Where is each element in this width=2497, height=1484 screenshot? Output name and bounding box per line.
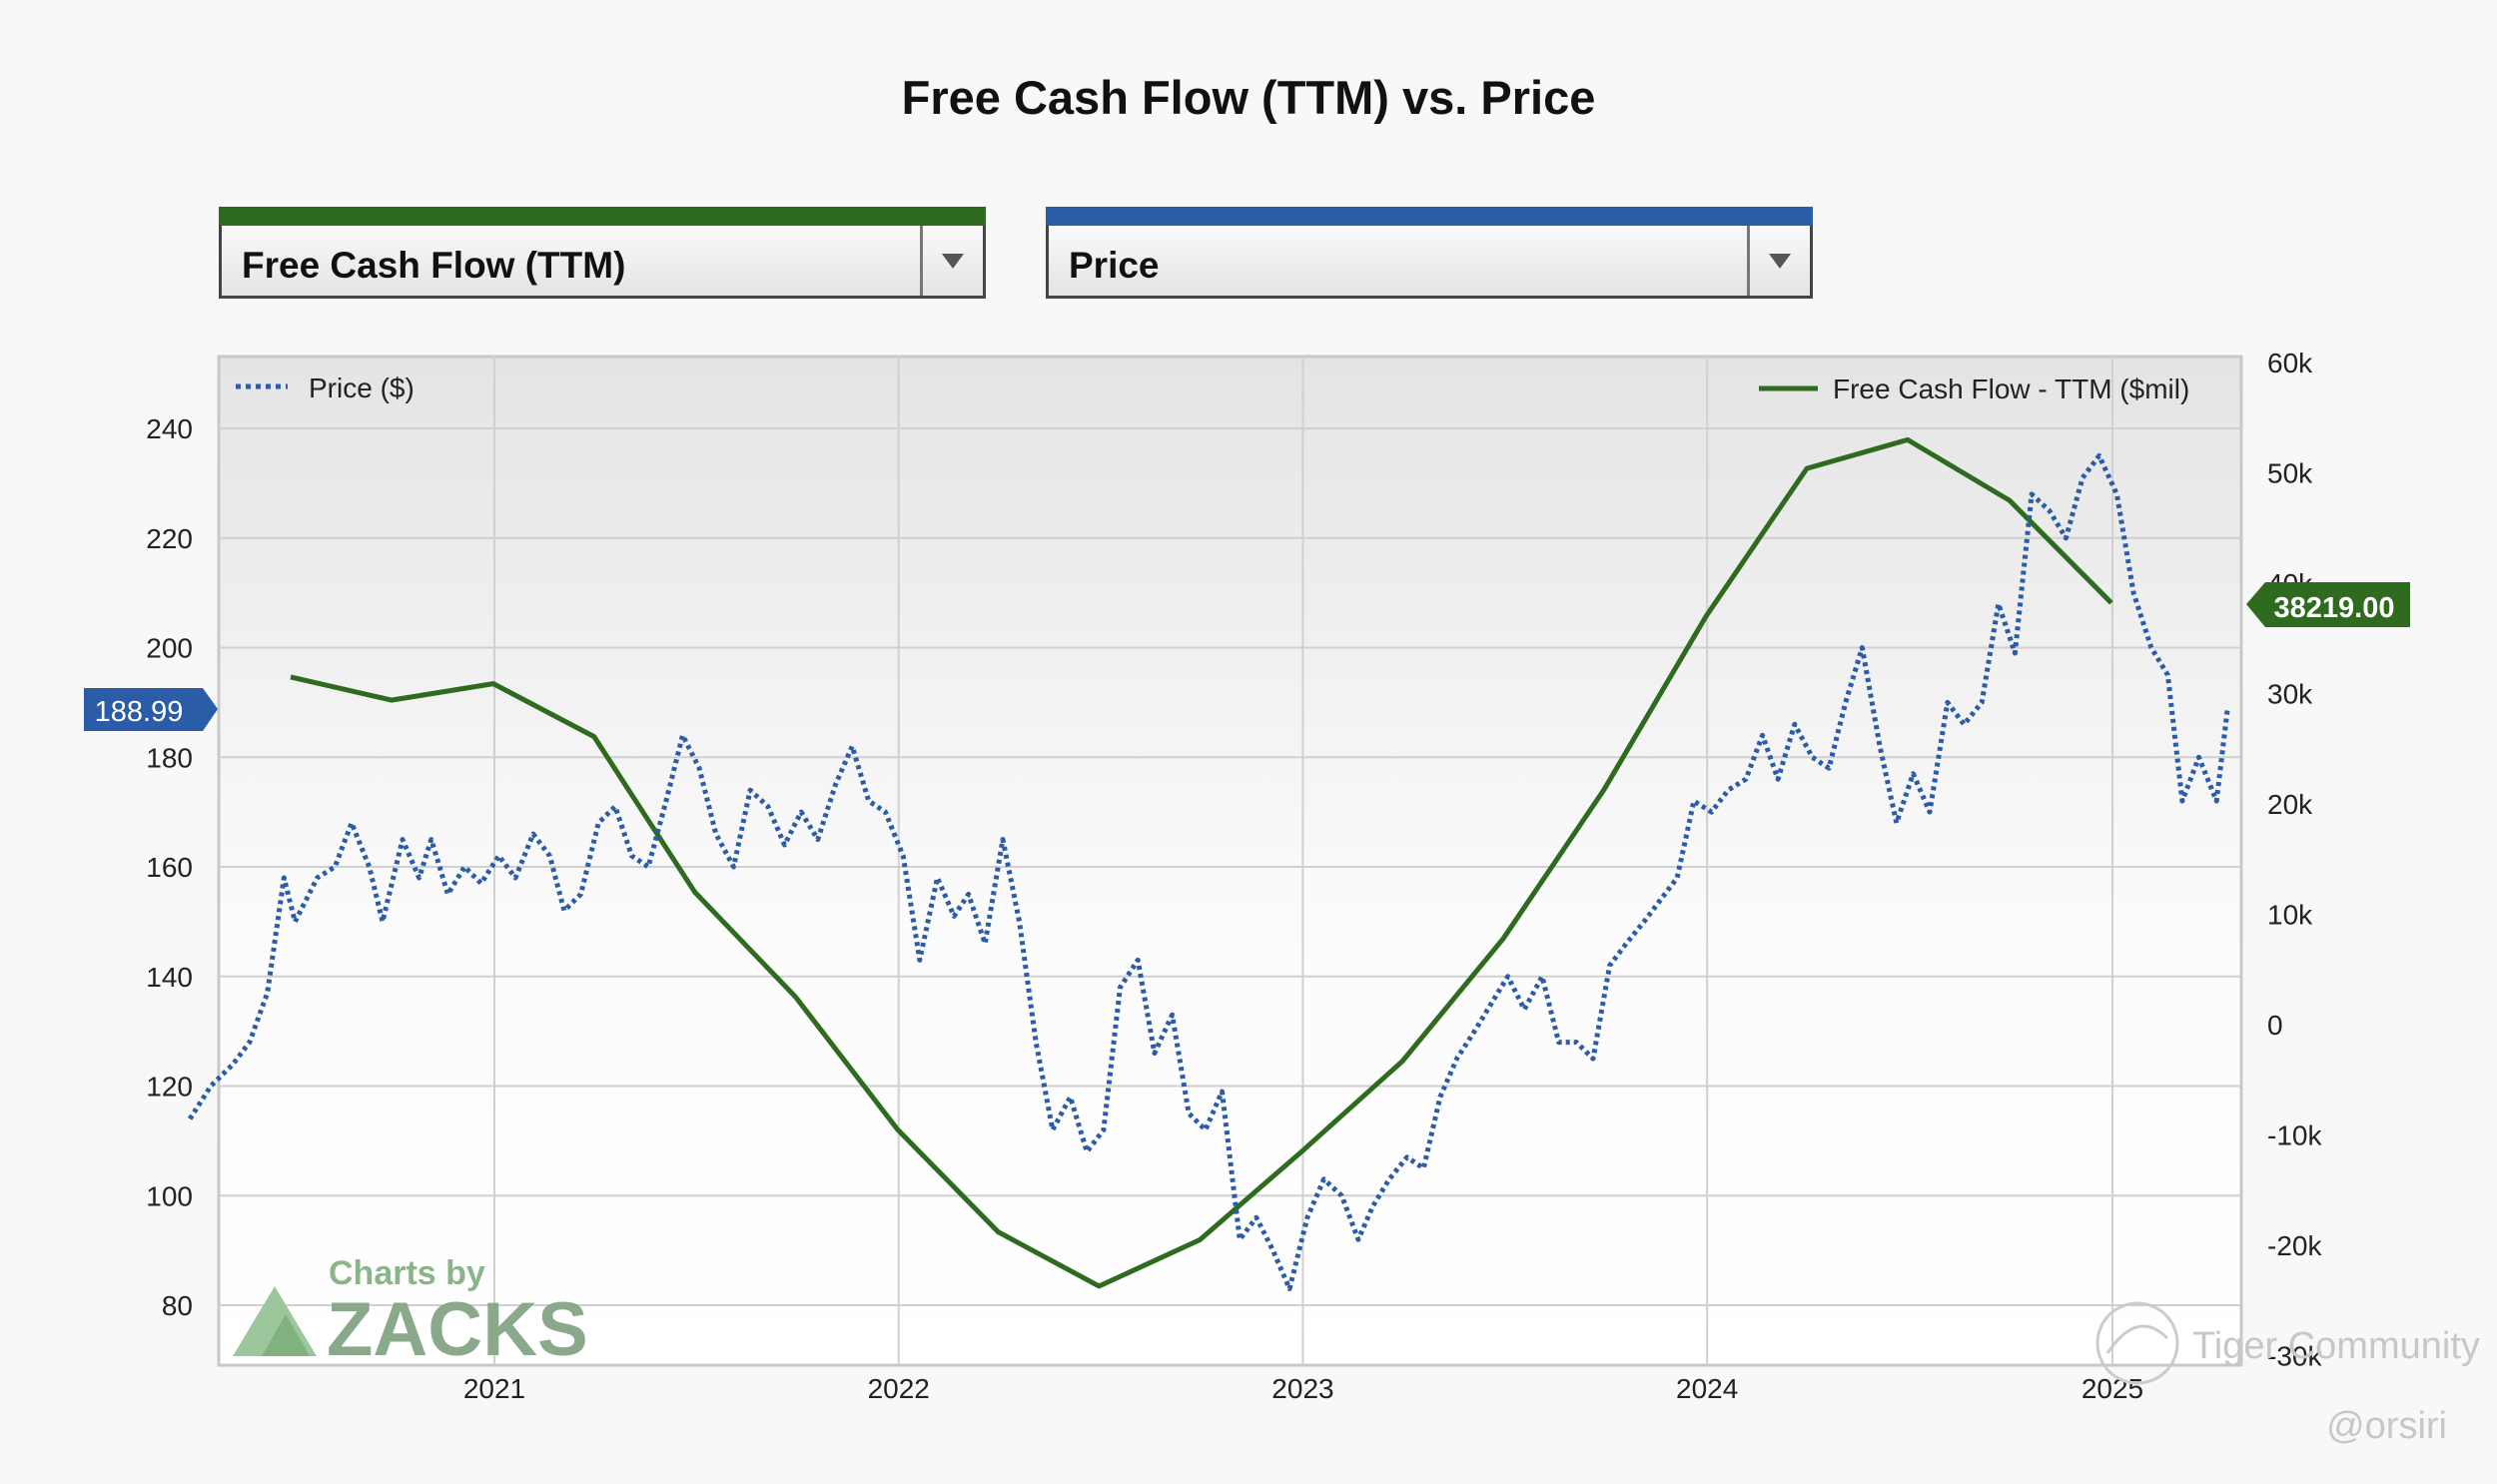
selector-label: Price — [1069, 245, 1160, 286]
y-right-tick-label: 10k — [2267, 900, 2313, 931]
dropdown-arrow-icon[interactable] — [1747, 226, 1810, 296]
y-left-tick-label: 200 — [146, 633, 193, 664]
fcf-badge-text: 38219.00 — [2274, 592, 2395, 624]
legend-fcf-label: Free Cash Flow - TTM ($mil) — [1833, 373, 2189, 404]
y-right-tick-label: 30k — [2267, 679, 2313, 710]
x-tick-label: 2024 — [1676, 1373, 1738, 1404]
x-tick-label: 2025 — [2081, 1373, 2143, 1404]
y-right-tick-label: 0 — [2267, 1010, 2283, 1041]
selector-color-bar — [219, 207, 986, 226]
y-right-tick-label: -10k — [2267, 1120, 2322, 1151]
plot-area — [217, 355, 2243, 1367]
y-left-tick-label: 120 — [146, 1072, 193, 1103]
handle-watermark: @orsiri — [2326, 1405, 2447, 1447]
y-right-tick-label: -20k — [2267, 1230, 2322, 1261]
metric-selector-fcf[interactable]: Free Cash Flow (TTM) — [219, 207, 986, 299]
y-right-tick-label: 50k — [2267, 458, 2313, 489]
price-value-badge: 188.99 — [84, 688, 218, 731]
tiger-community-watermark: Tiger Community — [2095, 1301, 2480, 1385]
y-right-tick-label: 20k — [2267, 789, 2313, 820]
y-left-tick-label: 240 — [146, 413, 193, 444]
fcf-series-line — [290, 436, 2113, 1289]
y-left-tick-label: 80 — [162, 1290, 193, 1321]
fcf-value-badge: 38219.00 — [2246, 582, 2410, 627]
dropdown-arrow-icon[interactable] — [920, 226, 983, 296]
y-left-tick-label: 140 — [146, 962, 193, 993]
y-left-tick-label: 180 — [146, 742, 193, 773]
zacks-logo: Charts by ZACKS — [233, 1254, 588, 1372]
selector-color-bar — [1046, 207, 1813, 226]
price-series-line — [187, 452, 2230, 1291]
watermark-text: Tiger Community — [2192, 1325, 2480, 1367]
y-right-tick-label: -30k — [2267, 1341, 2322, 1372]
x-tick-label: 2023 — [1271, 1373, 1333, 1404]
legend-price-label: Price ($) — [309, 372, 415, 403]
y-right-tick-label: 60k — [2267, 348, 2313, 378]
metric-selector-price[interactable]: Price — [1046, 207, 1813, 299]
y-left-tick-label: 160 — [146, 852, 193, 883]
x-tick-label: 2022 — [868, 1373, 930, 1404]
selector-label: Free Cash Flow (TTM) — [242, 245, 626, 286]
charts-by-text: Charts by — [329, 1254, 485, 1292]
y-left-tick-label: 100 — [146, 1180, 193, 1211]
chart-title: Free Cash Flow (TTM) vs. Price — [901, 71, 1596, 124]
price-badge-text: 188.99 — [95, 696, 184, 728]
zacks-wordmark: ZACKS — [327, 1287, 588, 1372]
y-left-tick-label: 220 — [146, 523, 193, 554]
x-tick-label: 2021 — [463, 1373, 525, 1404]
